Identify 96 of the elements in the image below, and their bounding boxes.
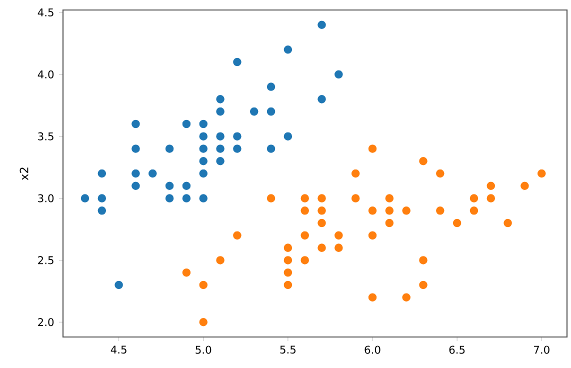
point (216, 94, 225, 104)
point (283, 256, 293, 265)
point (402, 206, 411, 216)
point (520, 181, 530, 191)
point (216, 132, 225, 142)
point (164, 144, 174, 154)
point (164, 181, 174, 191)
y-axis-title: x2 (20, 168, 28, 180)
point (232, 132, 242, 142)
point (469, 194, 479, 203)
point (266, 194, 276, 203)
point (283, 268, 293, 278)
point (97, 206, 107, 216)
point (131, 119, 140, 129)
y-tick-label: 4.5 (38, 8, 54, 16)
point (232, 57, 242, 67)
y-tick-label: 4.0 (38, 70, 54, 78)
point (435, 206, 445, 216)
point (317, 206, 326, 216)
point (300, 230, 310, 240)
point (216, 256, 225, 265)
point (216, 106, 225, 116)
point (283, 132, 293, 142)
point (300, 256, 310, 265)
point (486, 194, 496, 203)
point (131, 181, 140, 191)
x-tick-label: 7.0 (534, 346, 550, 354)
point (418, 256, 428, 265)
point (418, 280, 428, 290)
point (452, 218, 462, 228)
point (216, 144, 225, 154)
point (198, 156, 208, 166)
x-tick-label: 6.0 (364, 346, 380, 354)
point (402, 292, 411, 302)
point (148, 168, 158, 178)
point (182, 181, 192, 191)
point (198, 132, 208, 142)
point (198, 280, 208, 290)
point (317, 243, 326, 252)
point (198, 194, 208, 203)
point (334, 70, 344, 80)
y-tick-label: 3.0 (38, 194, 54, 202)
point (384, 218, 394, 228)
point (418, 156, 428, 166)
point (334, 243, 344, 252)
point (266, 82, 276, 92)
point (283, 243, 293, 252)
point (283, 280, 293, 290)
point (232, 230, 242, 240)
point (384, 206, 394, 216)
point (469, 206, 479, 216)
y-tick-label: 2.0 (38, 318, 54, 326)
point (350, 194, 360, 203)
x-tick-label: 5.0 (196, 346, 212, 354)
point (317, 194, 326, 203)
point (317, 94, 326, 104)
point (503, 218, 512, 228)
point (300, 194, 310, 203)
point (198, 119, 208, 129)
y-tick-label: 2.5 (38, 256, 54, 264)
point (368, 206, 378, 216)
point (317, 218, 326, 228)
point (182, 119, 192, 129)
point (216, 156, 225, 166)
point (80, 194, 90, 203)
point (131, 144, 140, 154)
point (232, 144, 242, 154)
point (249, 106, 259, 116)
point (131, 168, 140, 178)
point (198, 144, 208, 154)
x-tick-label: 6.5 (449, 346, 465, 354)
point (97, 168, 107, 178)
point (350, 168, 360, 178)
point (435, 168, 445, 178)
point (266, 144, 276, 154)
point (300, 206, 310, 216)
point (317, 20, 326, 30)
point (334, 230, 344, 240)
point (198, 168, 208, 178)
x-tick-label: 5.5 (280, 346, 296, 354)
point (198, 317, 208, 327)
point (182, 194, 192, 203)
point (368, 292, 378, 302)
point (384, 194, 394, 203)
point (283, 44, 293, 54)
point (266, 106, 276, 116)
point (536, 168, 546, 178)
point (486, 181, 496, 191)
point (368, 230, 378, 240)
point (182, 268, 192, 278)
y-tick-label: 3.5 (38, 132, 54, 140)
point (164, 194, 174, 203)
x-tick-label: 4.5 (110, 346, 126, 354)
point (97, 194, 107, 203)
point (368, 144, 378, 154)
point (114, 280, 124, 290)
